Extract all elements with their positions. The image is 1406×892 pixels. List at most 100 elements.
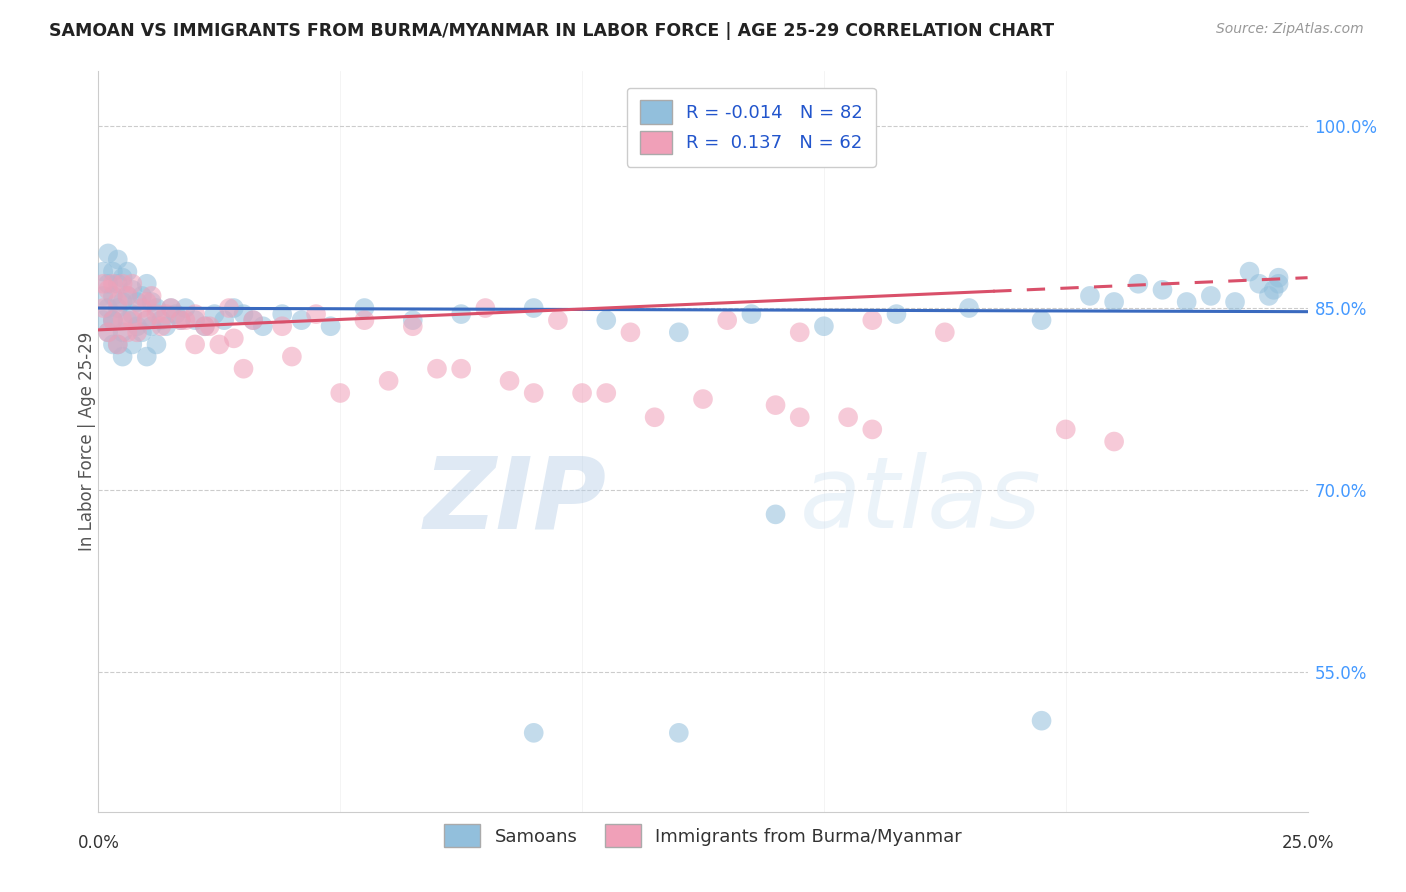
Point <box>426 361 449 376</box>
Point <box>212 313 235 327</box>
Point <box>765 508 787 522</box>
Point <box>377 374 399 388</box>
Point <box>97 301 120 315</box>
Point <box>117 289 139 303</box>
Point <box>765 398 787 412</box>
Point <box>184 307 207 321</box>
Point <box>91 301 114 315</box>
Point <box>121 283 143 297</box>
Point <box>547 313 569 327</box>
Point <box>97 326 120 340</box>
Point <box>184 313 207 327</box>
Point <box>1031 313 1053 327</box>
Point <box>111 350 134 364</box>
Point <box>155 307 177 321</box>
Point <box>1223 295 1246 310</box>
Point <box>595 313 617 327</box>
Point <box>353 301 375 315</box>
Point <box>329 386 352 401</box>
Point <box>252 319 274 334</box>
Point <box>305 307 328 321</box>
Point <box>131 326 153 340</box>
Point <box>121 307 143 321</box>
Point <box>208 337 231 351</box>
Text: atlas: atlas <box>800 452 1042 549</box>
Point <box>450 361 472 376</box>
Point <box>619 326 641 340</box>
Point <box>1257 289 1279 303</box>
Point <box>117 265 139 279</box>
Point <box>107 337 129 351</box>
Point <box>145 307 167 321</box>
Point <box>97 277 120 291</box>
Text: 25.0%: 25.0% <box>1281 833 1334 852</box>
Point <box>571 386 593 401</box>
Point <box>101 277 124 291</box>
Point <box>97 283 120 297</box>
Point <box>91 277 114 291</box>
Point <box>131 301 153 315</box>
Point <box>150 313 173 327</box>
Point <box>789 410 811 425</box>
Text: 0.0%: 0.0% <box>77 833 120 852</box>
Point <box>101 265 124 279</box>
Point <box>111 326 134 340</box>
Point <box>165 307 187 321</box>
Point <box>353 313 375 327</box>
Point <box>523 386 546 401</box>
Point <box>271 307 294 321</box>
Point <box>837 410 859 425</box>
Point <box>1102 434 1125 449</box>
Point <box>91 289 114 303</box>
Point <box>1031 714 1053 728</box>
Point <box>668 326 690 340</box>
Point <box>117 326 139 340</box>
Point <box>281 350 304 364</box>
Point <box>107 301 129 315</box>
Text: SAMOAN VS IMMIGRANTS FROM BURMA/MYANMAR IN LABOR FORCE | AGE 25-29 CORRELATION C: SAMOAN VS IMMIGRANTS FROM BURMA/MYANMAR … <box>49 22 1054 40</box>
Point <box>1128 277 1150 291</box>
Point <box>222 331 245 345</box>
Point <box>450 307 472 321</box>
Point <box>402 313 425 327</box>
Point <box>1152 283 1174 297</box>
Point <box>111 277 134 291</box>
Point <box>402 319 425 334</box>
Point <box>644 410 666 425</box>
Point <box>1054 422 1077 436</box>
Point <box>101 313 124 327</box>
Point <box>1175 295 1198 310</box>
Point <box>111 295 134 310</box>
Text: ZIP: ZIP <box>423 452 606 549</box>
Point <box>111 270 134 285</box>
Point <box>668 726 690 740</box>
Point <box>271 319 294 334</box>
Point <box>97 326 120 340</box>
Point <box>860 422 883 436</box>
Point <box>222 301 245 315</box>
Point <box>319 319 342 334</box>
Point <box>97 246 120 260</box>
Point <box>1078 289 1101 303</box>
Point <box>101 289 124 303</box>
Point <box>160 301 183 315</box>
Point <box>290 313 312 327</box>
Point <box>242 313 264 327</box>
Point <box>1239 265 1261 279</box>
Point <box>131 289 153 303</box>
Point <box>127 295 149 310</box>
Point <box>91 265 114 279</box>
Legend: Samoans, Immigrants from Burma/Myanmar: Samoans, Immigrants from Burma/Myanmar <box>437 817 969 855</box>
Point <box>117 313 139 327</box>
Point <box>101 313 124 327</box>
Point <box>740 307 762 321</box>
Point <box>141 295 163 310</box>
Point <box>523 726 546 740</box>
Point <box>169 313 191 327</box>
Point <box>107 277 129 291</box>
Point <box>184 337 207 351</box>
Point <box>145 301 167 315</box>
Point <box>127 326 149 340</box>
Point <box>1102 295 1125 310</box>
Point <box>595 386 617 401</box>
